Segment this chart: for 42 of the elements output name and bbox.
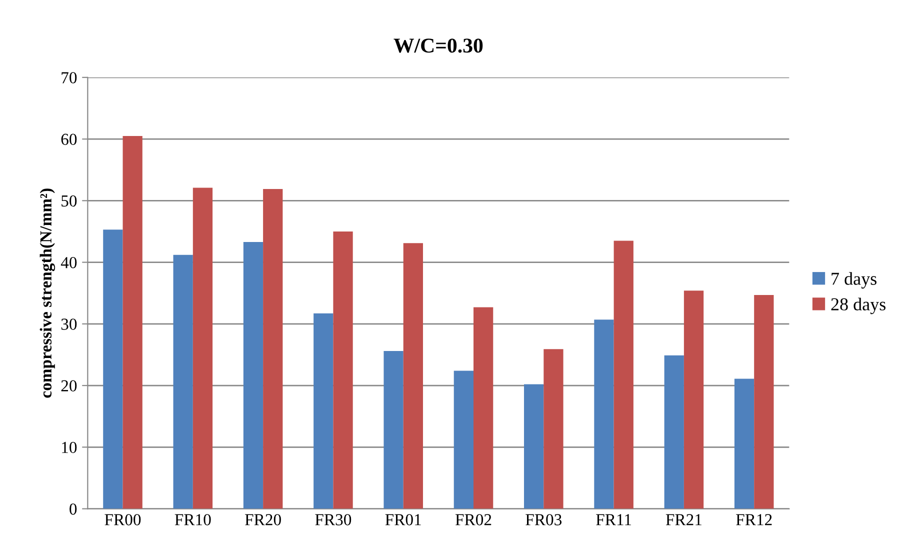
bar xyxy=(474,307,494,509)
legend-label: 28 days xyxy=(831,298,886,314)
bar xyxy=(614,240,634,509)
x-tick-label: FR00 xyxy=(104,514,141,526)
legend-label: 7 days xyxy=(832,272,876,289)
y-axis-title: compressive strength(N/mm²) xyxy=(40,188,56,398)
y-tick-label: 30 xyxy=(61,318,77,330)
y-tick-label: 20 xyxy=(61,380,77,392)
bar xyxy=(333,231,353,509)
x-tick-label: FR01 xyxy=(385,514,421,526)
bar xyxy=(544,349,564,509)
x-tick-label: FR02 xyxy=(455,514,492,526)
y-tick-label: 0 xyxy=(70,503,77,515)
bar xyxy=(403,243,423,509)
bar xyxy=(192,188,213,509)
bar xyxy=(734,378,754,509)
bar xyxy=(122,136,142,509)
bar xyxy=(664,355,684,509)
bar xyxy=(243,242,264,509)
x-tick-label: FR03 xyxy=(526,514,562,526)
x-tick-label: FR10 xyxy=(174,514,211,526)
x-tick-label: FR20 xyxy=(245,514,281,526)
x-tick-label: FR11 xyxy=(596,514,632,526)
bar xyxy=(263,188,283,509)
x-tick-label: FR12 xyxy=(736,514,772,526)
bar xyxy=(594,320,614,509)
x-tick-label: FR30 xyxy=(315,514,352,526)
y-tick-label: 10 xyxy=(62,442,77,454)
bar xyxy=(454,370,474,509)
y-tick-label: 40 xyxy=(60,256,77,268)
y-tick-label: 50 xyxy=(62,195,77,207)
chart-title: W/C=0.30 xyxy=(394,38,483,53)
bar xyxy=(173,254,193,509)
bar xyxy=(103,230,123,509)
bar xyxy=(754,294,774,509)
y-tick-label: 70 xyxy=(62,72,77,84)
bar xyxy=(524,384,544,509)
bar xyxy=(684,290,704,509)
y-tick-label: 60 xyxy=(61,134,77,145)
x-tick-label: FR21 xyxy=(666,514,702,526)
bar xyxy=(384,351,404,509)
bar xyxy=(314,313,334,509)
